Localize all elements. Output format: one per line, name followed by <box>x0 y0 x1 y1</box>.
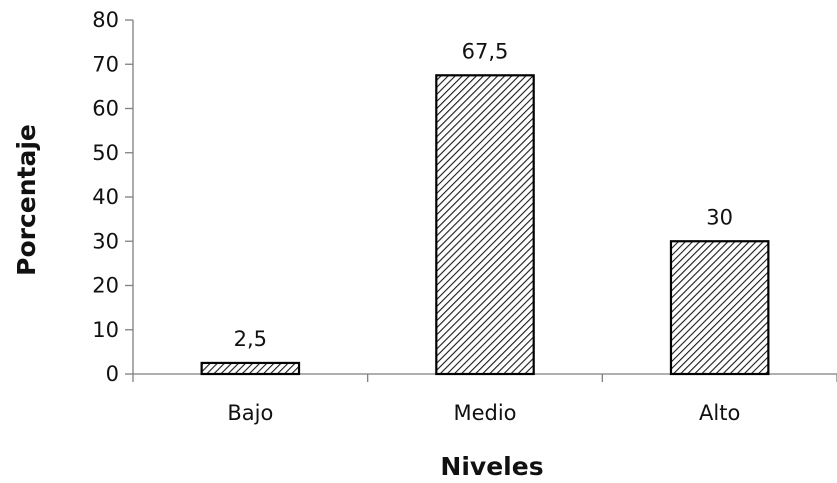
y-tick-label: 10 <box>92 318 119 342</box>
x-tick-label-bajo: Bajo <box>227 401 273 425</box>
y-tick-label: 80 <box>92 8 119 32</box>
y-axis-title: Porcentaje <box>12 124 41 276</box>
x-tick-label-alto: Alto <box>699 401 740 425</box>
y-tick-label: 0 <box>106 362 119 386</box>
data-label-medio: 67,5 <box>462 39 509 63</box>
bar-alto <box>669 240 770 376</box>
bar-medio <box>435 74 535 376</box>
y-tick-label: 30 <box>92 229 119 253</box>
bars <box>200 74 770 376</box>
y-tick-label: 70 <box>92 52 119 76</box>
y-tick-label: 50 <box>92 141 119 165</box>
data-label-bajo: 2,5 <box>234 327 267 351</box>
x-tick-label-medio: Medio <box>453 401 516 425</box>
bar-bajo <box>200 361 301 376</box>
y-tick-label: 20 <box>92 274 119 298</box>
y-tick-label: 60 <box>92 97 119 121</box>
data-label-alto: 30 <box>706 205 733 229</box>
labels: 2,5 Bajo 67,5 Medio 30 Alto <box>227 39 740 425</box>
y-tick-label: 40 <box>92 185 119 209</box>
x-axis-title: Niveles <box>440 452 543 481</box>
